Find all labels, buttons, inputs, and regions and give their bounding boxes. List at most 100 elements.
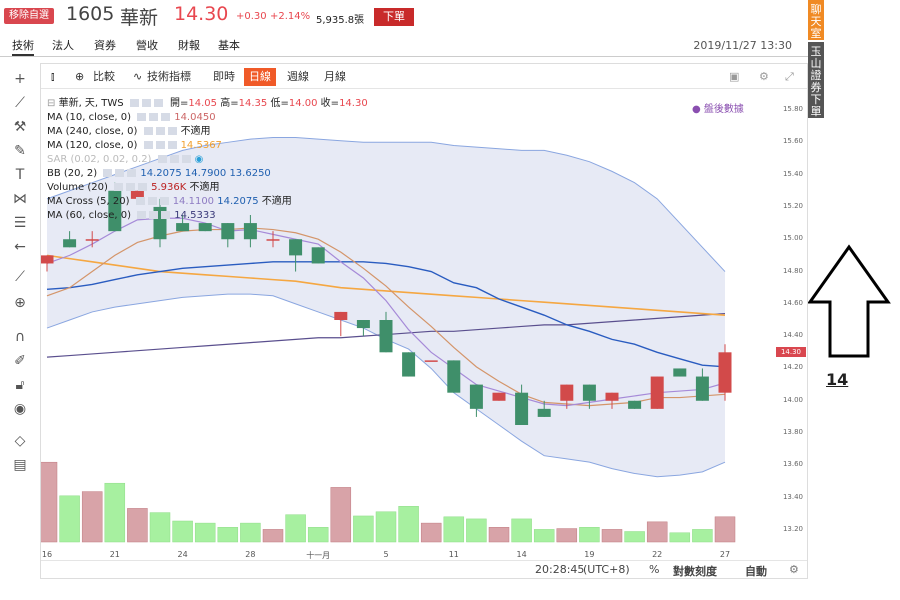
volume-bar	[511, 518, 532, 543]
candle-body	[108, 190, 122, 232]
open-value: 14.05	[188, 98, 218, 109]
candle-type-icon[interactable]: ⫾	[51, 70, 55, 83]
indicators-button[interactable]: 技術指標	[147, 70, 191, 83]
chart-statusbar: 20:28:45 (UTC+8) % 對數刻度 自動 ⚙	[41, 560, 807, 578]
chat-room-tab[interactable]: 聊天室	[808, 0, 824, 40]
camera-icon[interactable]: ▣	[729, 70, 740, 83]
high-value: 14.35	[238, 98, 268, 109]
price-tick-label: 15.60	[782, 137, 803, 146]
candle-body	[243, 223, 257, 240]
indicator-icon[interactable]: ∿	[133, 70, 143, 83]
candle-body	[424, 360, 438, 362]
price-change: +0.30	[236, 11, 267, 22]
ma240-label: MA (240, close, 0)	[47, 126, 138, 137]
ruler-icon[interactable]: ⟋	[15, 269, 25, 285]
bb-band-fill	[47, 137, 725, 477]
zoom-in-icon[interactable]: ⊕	[14, 295, 26, 311]
crosshair-icon[interactable]: +	[14, 71, 26, 87]
price-chart[interactable]	[41, 90, 776, 548]
indicator-controls-icon[interactable]	[137, 113, 172, 121]
price-tick-label: 14.80	[782, 266, 803, 275]
legend-main: ⊟ 華新, 天, TWS 開=14.05 高=14.35 低=14.00 收=1…	[47, 98, 368, 109]
date-tick-label: 11	[448, 550, 459, 559]
indicator-controls-icon[interactable]	[103, 169, 138, 177]
back-arrow-icon[interactable]: ←	[14, 239, 26, 255]
candle-body	[469, 384, 483, 409]
chart-toolbar: ⫾ ⊕ 比較 ∿ 技術指標 即時 日線 週線 月線 ▣ ⚙ ⤢	[41, 64, 807, 89]
volume-bar	[601, 529, 623, 543]
lock-icon[interactable]: 🔓︎	[15, 377, 25, 393]
volume-bar	[307, 527, 329, 543]
volume-bar	[466, 518, 487, 543]
auto-scale-button[interactable]: 自動	[745, 565, 767, 578]
eye-icon[interactable]: ◉	[13, 401, 27, 417]
close-value: 14.30	[339, 98, 368, 109]
layers-icon[interactable]: ◇	[14, 433, 26, 449]
close-label: 收=	[320, 98, 340, 109]
tab-basic[interactable]: 基本	[218, 39, 240, 52]
tab-technical[interactable]: 技術	[12, 37, 34, 56]
candle-body	[379, 320, 393, 353]
indicator-controls-icon[interactable]	[114, 183, 149, 191]
daily-button[interactable]: 日線	[244, 68, 276, 86]
settings-icon[interactable]: ⚙	[759, 70, 769, 83]
tab-revenue[interactable]: 營收	[136, 39, 158, 52]
compare-button[interactable]: 比較	[93, 70, 115, 83]
monthly-button[interactable]: 月線	[324, 70, 346, 83]
legend-ma120: MA (120, close, 0) 14.5367	[47, 139, 222, 152]
tab-financials[interactable]: 財報	[178, 39, 200, 52]
volume-bar	[104, 482, 126, 543]
trendline-icon[interactable]: ⟋	[15, 95, 25, 111]
ma120-label: MA (120, close, 0)	[47, 140, 138, 151]
intraday-button[interactable]: 即時	[213, 70, 235, 83]
remove-watchlist-button[interactable]: 移除自選	[4, 8, 54, 24]
date-tick-label: 27	[719, 550, 731, 559]
volume-bar	[240, 522, 261, 543]
volume-bar	[81, 491, 103, 543]
indicator-controls-icon[interactable]	[143, 141, 178, 149]
compare-plus-icon[interactable]: ⊕	[75, 70, 85, 83]
measure-lines-icon[interactable]: ☰	[13, 215, 27, 231]
lock-drawing-icon[interactable]: ✐	[14, 353, 26, 369]
candle-body	[628, 400, 642, 409]
after-hours-label[interactable]: ● 盤後數據	[692, 104, 744, 115]
indicator-controls-icon[interactable]	[157, 155, 192, 163]
tab-margin[interactable]: 資券	[94, 39, 116, 52]
date-tick-label: 十一月	[306, 551, 331, 560]
order-button[interactable]: 下單	[374, 8, 414, 26]
log-scale-button[interactable]: 對數刻度	[673, 565, 717, 578]
indicator-controls-icon[interactable]	[137, 211, 172, 219]
date-tick-label: 14	[516, 550, 527, 559]
date-tick-label: 5	[383, 550, 389, 559]
percent-scale-button[interactable]: %	[649, 563, 660, 576]
ma10-value: 14.0450	[174, 112, 216, 123]
magnet-icon[interactable]: ∩	[14, 329, 26, 345]
timezone: (UTC+8)	[583, 563, 630, 576]
pattern-icon[interactable]: ⋈	[13, 191, 27, 207]
bb-mid-line	[46, 261, 726, 368]
trash-icon[interactable]: ▤	[13, 457, 27, 473]
esun-order-tab[interactable]: 玉山證券下單	[808, 42, 824, 118]
indicator-controls-icon[interactable]	[129, 99, 164, 107]
fib-tool-icon[interactable]: ⚒	[13, 119, 27, 135]
tab-institutional[interactable]: 法人	[52, 39, 74, 52]
brush-icon[interactable]: ✎	[14, 143, 26, 159]
indicator-controls-icon[interactable]	[143, 127, 178, 135]
legend-ma10: MA (10, close, 0) 14.0450	[47, 111, 216, 124]
ma120-value: 14.5367	[180, 140, 222, 151]
volume-bar	[692, 529, 713, 543]
legend-sar: SAR (0.02, 0.02, 0.2) ◉	[47, 153, 203, 166]
sar-label: SAR (0.02, 0.02, 0.2)	[47, 154, 152, 165]
main-nav: 技術 法人 資券 營收 財報 基本 2019/11/27 13:30	[0, 37, 808, 57]
scale-settings-icon[interactable]: ⚙	[789, 563, 799, 576]
fullscreen-icon[interactable]: ⤢	[785, 70, 794, 83]
price-tick-label: 15.80	[782, 105, 803, 113]
weekly-button[interactable]: 週線	[287, 70, 309, 83]
text-tool-icon[interactable]: T	[15, 167, 25, 183]
eye-icon[interactable]: ◉	[194, 154, 204, 165]
volume-bar	[488, 527, 510, 543]
indicator-controls-icon[interactable]	[135, 197, 170, 205]
date-axis: 16 21 24 28 十一月 5 11 14 19 22 27	[41, 548, 776, 562]
clock: 20:28:45	[535, 563, 585, 576]
volume-bar	[217, 527, 239, 543]
